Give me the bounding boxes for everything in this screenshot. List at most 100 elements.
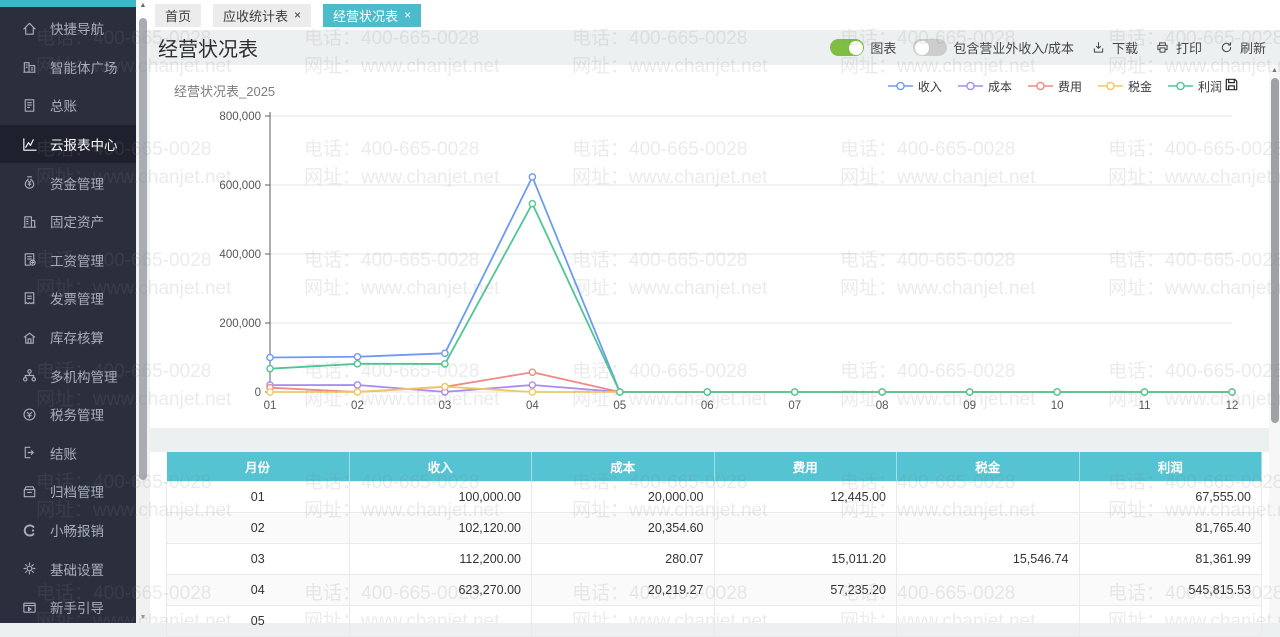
sidebar-scrollbar[interactable]: ▲ ▼ bbox=[136, 0, 150, 623]
sidebar-item-label: 固定资产 bbox=[50, 215, 104, 231]
table-row: 05 bbox=[166, 605, 1262, 637]
svg-text:06: 06 bbox=[701, 400, 714, 412]
sidebar-item-agent-plaza[interactable]: 智能体广场 bbox=[0, 48, 136, 87]
multi-org-icon bbox=[21, 367, 38, 384]
fund-icon bbox=[21, 174, 38, 191]
ledger-icon bbox=[21, 97, 38, 114]
main-scrollbar-thumb[interactable] bbox=[1270, 78, 1279, 423]
download-button[interactable]: 下载 bbox=[1091, 38, 1138, 57]
svg-text:05: 05 bbox=[613, 400, 626, 412]
include-toggle-label: 包含营业外收入/成本 bbox=[953, 41, 1074, 56]
sidebar-item-beginner-guide[interactable]: 新手引导 bbox=[0, 588, 136, 627]
month-cell: 04 bbox=[166, 574, 350, 606]
sidebar-item-label: 税务管理 bbox=[50, 408, 104, 424]
sidebar-item-fund-mgmt[interactable]: 资金管理 bbox=[0, 163, 136, 202]
scroll-down-icon[interactable]: ▼ bbox=[139, 614, 147, 621]
svg-text:01: 01 bbox=[264, 400, 277, 412]
value-cell: 100,000.00 bbox=[348, 481, 532, 513]
sidebar-item-label: 小畅报销 bbox=[50, 524, 104, 540]
sidebar-item-invoice-mgmt[interactable]: 发票管理 bbox=[0, 279, 136, 318]
sidebar-scrollbar-thumb[interactable] bbox=[139, 18, 147, 480]
save-image-button[interactable] bbox=[1222, 76, 1240, 94]
sidebar-item-label: 新手引导 bbox=[50, 601, 104, 617]
archive-icon bbox=[21, 483, 38, 500]
sidebar-item-reimburse[interactable]: 小畅报销 bbox=[0, 511, 136, 550]
svg-text:08: 08 bbox=[876, 400, 889, 412]
legend-item[interactable]: 成本 bbox=[957, 78, 1012, 95]
value-cell: 102,120.00 bbox=[348, 512, 532, 544]
sidebar-item-closing[interactable]: 结账 bbox=[0, 434, 136, 473]
value-cell bbox=[1078, 605, 1262, 637]
download-icon bbox=[1093, 42, 1104, 53]
tab-close-icon[interactable]: × bbox=[404, 8, 412, 22]
main-scrollbar[interactable]: ▲ bbox=[1269, 65, 1280, 623]
sidebar-item-tax-mgmt[interactable]: 税务管理 bbox=[0, 395, 136, 434]
sidebar-item-label: 资金管理 bbox=[50, 176, 104, 192]
value-cell: 15,546.74 bbox=[896, 543, 1080, 575]
scroll-up-icon[interactable]: ▲ bbox=[139, 2, 147, 9]
svg-text:02: 02 bbox=[351, 400, 364, 412]
value-cell bbox=[896, 512, 1080, 544]
month-cell: 01 bbox=[166, 481, 350, 513]
value-cell: 20,219.27 bbox=[531, 574, 715, 606]
value-cell bbox=[713, 512, 897, 544]
value-cell bbox=[531, 605, 715, 637]
legend-item[interactable]: 税金 bbox=[1097, 78, 1152, 95]
sidebar-item-label: 发票管理 bbox=[50, 292, 104, 308]
legend-item[interactable]: 收入 bbox=[887, 78, 942, 95]
sidebar-item-general-ledger[interactable]: 总账 bbox=[0, 86, 136, 125]
sidebar-item-basic-settings[interactable]: 基础设置 bbox=[0, 549, 136, 588]
value-cell: 20,354.60 bbox=[531, 512, 715, 544]
refresh-button[interactable]: 刷新 bbox=[1219, 38, 1266, 57]
print-icon bbox=[1157, 42, 1168, 53]
sidebar-item-label: 智能体广场 bbox=[50, 60, 118, 76]
sidebar-item-archive-mgmt[interactable]: 归档管理 bbox=[0, 472, 136, 511]
legend-item[interactable]: 费用 bbox=[1027, 78, 1082, 95]
tab-operating-report[interactable]: 经营状况表 × bbox=[323, 3, 422, 27]
sidebar-item-label: 多机构管理 bbox=[50, 369, 118, 385]
legend-marker-icon bbox=[1167, 80, 1193, 94]
settings-icon bbox=[21, 560, 38, 577]
tab-label: 应收统计表 bbox=[223, 8, 289, 24]
value-cell: 81,361.99 bbox=[1078, 543, 1262, 575]
chart-toggle[interactable]: 图表 bbox=[830, 38, 896, 57]
svg-text:03: 03 bbox=[439, 400, 452, 412]
inventory-icon bbox=[21, 329, 38, 346]
svg-text:400,000: 400,000 bbox=[219, 249, 261, 261]
svg-text:200,000: 200,000 bbox=[219, 318, 261, 330]
table-header: 月份 收入 成本 费用 税金 利润 bbox=[166, 452, 1262, 482]
sidebar-item-multi-org[interactable]: 多机构管理 bbox=[0, 356, 136, 395]
scroll-up-icon[interactable]: ▲ bbox=[1271, 67, 1278, 74]
tab-receivable-report[interactable]: 应收统计表 × bbox=[213, 3, 312, 27]
sidebar-nav: 快捷导航智能体广场总账云报表中心资金管理固定资产工资管理发票管理库存核算多机构管… bbox=[0, 7, 136, 627]
chart-toggle-switch[interactable] bbox=[830, 39, 865, 56]
include-nonoperating-toggle[interactable]: 包含营业外收入/成本 bbox=[913, 38, 1074, 57]
svg-text:12: 12 bbox=[1226, 400, 1239, 412]
svg-text:800,000: 800,000 bbox=[219, 111, 261, 123]
include-toggle-switch[interactable] bbox=[913, 39, 948, 56]
reimburse-icon bbox=[21, 522, 38, 539]
sidebar-item-fixed-assets[interactable]: 固定资产 bbox=[0, 202, 136, 241]
table-panel: 月份 收入 成本 费用 税金 利润 01 100,000.00 20,000.00 12,445… bbox=[150, 452, 1280, 637]
plaza-icon bbox=[21, 58, 38, 75]
legend-marker-icon bbox=[887, 80, 913, 94]
column-header: 费用 bbox=[714, 452, 897, 482]
tab-close-icon[interactable]: × bbox=[294, 8, 302, 22]
sidebar-item-cloud-report-center[interactable]: 云报表中心 bbox=[0, 124, 136, 164]
chart-title: 经营状况表_2025 bbox=[174, 84, 276, 99]
legend-item[interactable]: 利润 bbox=[1167, 78, 1222, 95]
home-icon bbox=[21, 20, 38, 37]
sidebar-item-quick-nav[interactable]: 快捷导航 bbox=[0, 9, 136, 48]
legend-label: 利润 bbox=[1197, 80, 1222, 94]
chart-toggle-label: 图表 bbox=[870, 41, 897, 56]
value-cell: 67,555.00 bbox=[1078, 481, 1262, 513]
print-button[interactable]: 打印 bbox=[1155, 38, 1202, 57]
tab-bar: 首页 应收统计表 × 经营状况表 × bbox=[150, 0, 1280, 30]
sidebar-item-label: 总账 bbox=[50, 99, 77, 115]
sidebar-item-payroll-mgmt[interactable]: 工资管理 bbox=[0, 241, 136, 280]
sidebar-item-inventory[interactable]: 库存核算 bbox=[0, 318, 136, 357]
tab-label: 经营状况表 bbox=[333, 8, 399, 24]
tab-home[interactable]: 首页 bbox=[155, 3, 202, 27]
svg-text:0: 0 bbox=[255, 387, 261, 399]
table-row: 01 100,000.00 20,000.00 12,445.00 67,555.00 bbox=[166, 481, 1262, 513]
